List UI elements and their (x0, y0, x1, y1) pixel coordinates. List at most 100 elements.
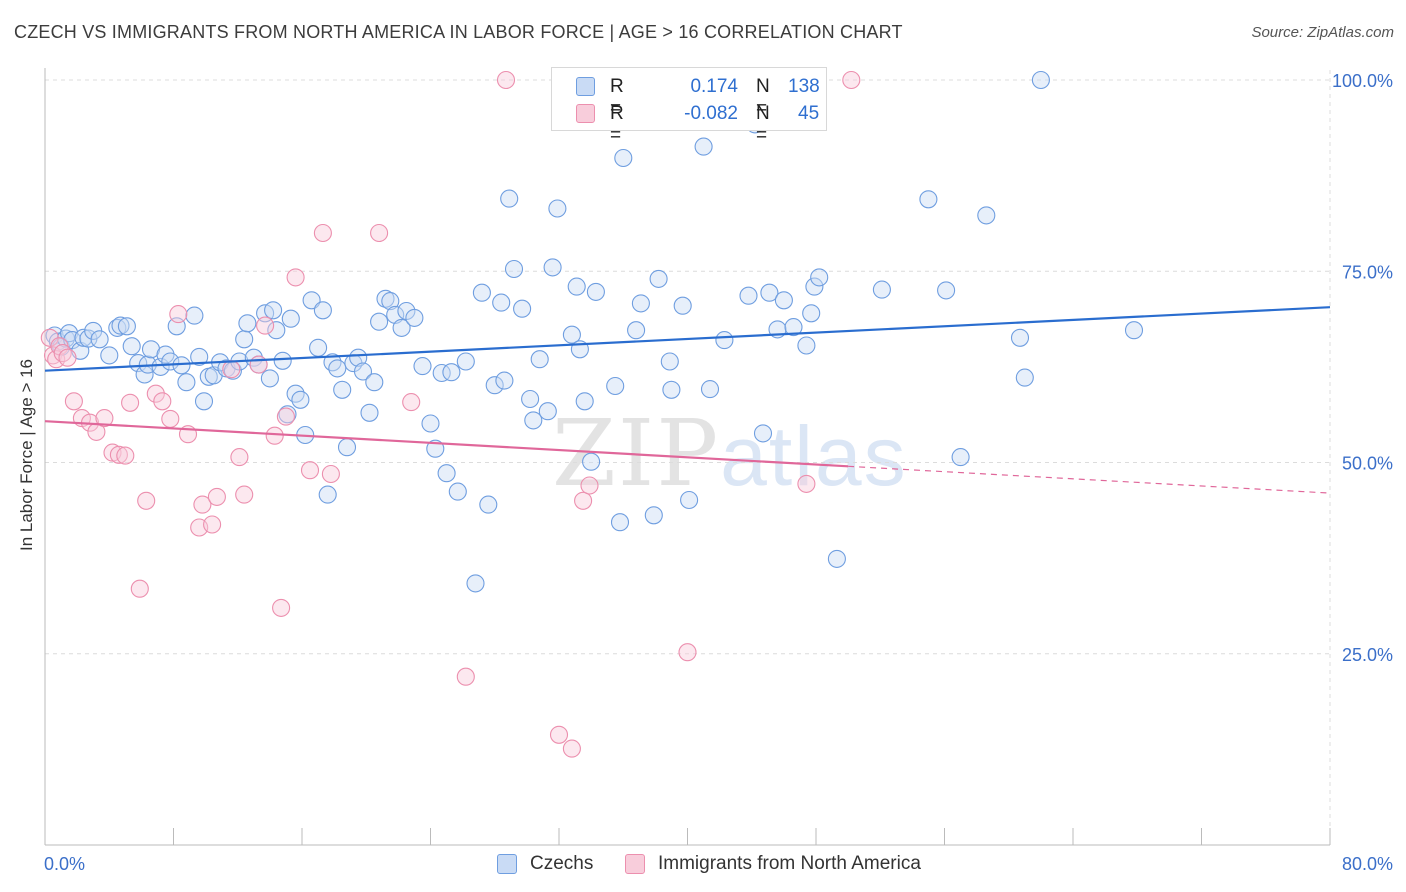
immigrants-point (203, 515, 222, 534)
czechs-point (521, 389, 540, 409)
czechs-point (238, 314, 257, 333)
immigrants-point (249, 355, 268, 374)
r-label: R = (610, 103, 624, 146)
correlation-legend: R = 0.174 N = 138 R = -0.082 N = 45 (551, 67, 827, 146)
czechs-point (805, 277, 824, 296)
immigrants-point (116, 446, 135, 465)
series-immigrants-north-america (40, 70, 861, 758)
czechs-point (442, 363, 461, 382)
czechs-point (190, 347, 209, 366)
czechs-point (673, 296, 692, 315)
immigrants-point (230, 448, 249, 467)
immigrants-trend-extension (848, 465, 1331, 494)
r-label: R = (610, 76, 624, 119)
immigrants-point (276, 407, 295, 426)
czechs-point (614, 148, 633, 168)
czechs-point (273, 351, 292, 370)
czechs-point (90, 330, 109, 349)
y-tick-label: 25.0% (1342, 645, 1393, 665)
czechs-point (437, 464, 456, 483)
czechs-point (413, 357, 432, 376)
immigrants-point (678, 643, 697, 662)
czechs-point (260, 369, 279, 388)
czechs-point (1010, 328, 1030, 347)
czechs-point (797, 336, 816, 355)
czechs-point (122, 337, 141, 356)
czechs-point (479, 495, 498, 514)
czechs-point (631, 294, 650, 313)
immigrants-point (321, 464, 340, 484)
czechs-point (365, 373, 384, 392)
immigrants-point (272, 598, 291, 617)
immigrants-point (153, 392, 172, 411)
czechs-point (337, 438, 357, 457)
immigrants-trend-line (44, 420, 849, 468)
y-tick-label: 75.0% (1342, 262, 1393, 282)
czechs-point (513, 299, 532, 318)
czechs-point (548, 199, 567, 218)
immigrants-point (580, 476, 599, 495)
x-tick-label-max: 80.0% (1342, 854, 1393, 874)
czechs-legend-swatch-icon (497, 854, 517, 874)
immigrants-point (265, 426, 284, 445)
czechs-point (951, 448, 970, 467)
czechs-point (281, 309, 300, 328)
immigrants-point (193, 495, 212, 514)
immigrants-point (222, 360, 241, 379)
immigrants-point (842, 70, 861, 90)
czechs-point (662, 380, 681, 399)
legend-label: Czechs (530, 853, 594, 874)
czechs-point (309, 338, 328, 357)
n-label: N = (756, 103, 770, 146)
czechs-point (286, 384, 305, 403)
immigrants-point (370, 223, 389, 243)
czechs-point (760, 283, 779, 302)
czechs-point (291, 390, 310, 409)
czechs-point (810, 268, 829, 287)
immigrants-swatch-icon (576, 104, 595, 123)
x-tick-label-min: 0.0% (44, 854, 85, 874)
czechs-point (500, 189, 519, 208)
immigrants-point (95, 409, 114, 428)
czechs-point (774, 291, 793, 310)
czechs-point (100, 346, 119, 365)
czechs-point (392, 318, 411, 337)
r-value: 0.174 (690, 76, 738, 97)
chart-title: CZECH VS IMMIGRANTS FROM NORTH AMERICA I… (14, 22, 903, 42)
immigrants-point (161, 409, 180, 428)
czechs-point (349, 348, 368, 367)
czechs-point (353, 362, 373, 381)
immigrants-point (64, 392, 83, 411)
y-tick-label: 50.0% (1342, 454, 1393, 474)
y-axis-label: In Labor Force | Age > 16 (17, 359, 36, 552)
czechs-point (485, 376, 504, 395)
czechs-point (432, 363, 451, 383)
immigrants-point (146, 384, 165, 403)
czechs-point (492, 293, 511, 312)
czechs-point (56, 329, 75, 348)
immigrants-point (286, 268, 305, 287)
watermark-atlas: atlas (720, 409, 908, 503)
czechs-point (177, 373, 196, 392)
czechs-point (302, 291, 321, 310)
czechs-point (1031, 70, 1050, 90)
czechs-point (739, 286, 758, 305)
czechs-point (937, 281, 956, 300)
czechs-point (827, 549, 846, 568)
czechs-point (111, 316, 130, 335)
czechs-point (117, 317, 136, 336)
immigrants-point (130, 579, 149, 598)
czechs-point (567, 277, 586, 296)
czechs-point (715, 331, 734, 350)
czechs-point (524, 411, 543, 430)
immigrants-point (402, 393, 421, 412)
czechs-point (456, 352, 475, 371)
immigrants-point (456, 667, 475, 686)
immigrants-point (207, 487, 226, 506)
trend-lines (44, 306, 1331, 494)
tick-labels: 25.0% 50.0% 75.0% 100.0% 0.0% 80.0% (44, 71, 1393, 874)
immigrants-point (137, 491, 156, 510)
czechs-point (323, 353, 342, 372)
czechs-point (235, 330, 254, 349)
